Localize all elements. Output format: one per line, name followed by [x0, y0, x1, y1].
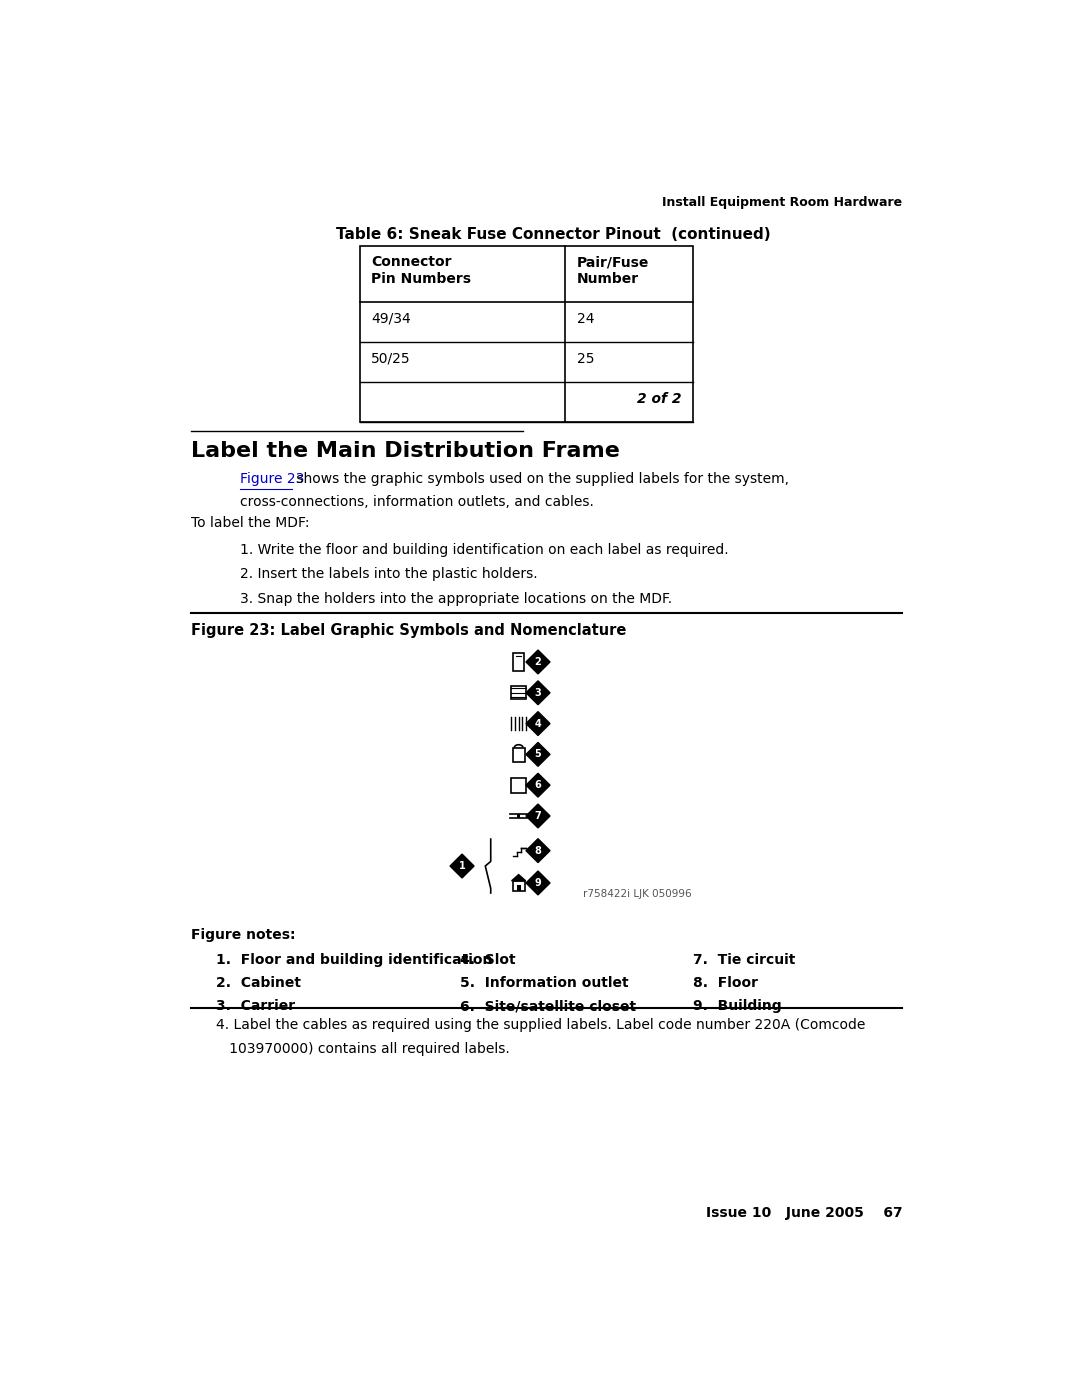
Text: 3: 3 [535, 687, 541, 697]
Polygon shape [526, 838, 550, 862]
Text: 7: 7 [535, 812, 541, 821]
Text: To label the MDF:: To label the MDF: [191, 515, 309, 529]
Text: Issue 10   June 2005    67: Issue 10 June 2005 67 [705, 1206, 902, 1220]
Bar [517, 814, 521, 819]
Polygon shape [526, 711, 550, 735]
Bar [511, 778, 526, 792]
Text: 2. Insert the labels into the plastic holders.: 2. Insert the labels into the plastic ho… [240, 567, 537, 581]
Text: 4.  Slot: 4. Slot [460, 953, 516, 967]
Text: Figure notes:: Figure notes: [191, 928, 295, 942]
Text: 1: 1 [459, 861, 465, 872]
Bar [513, 747, 525, 763]
Polygon shape [526, 680, 550, 704]
Text: Pair/Fuse
Number: Pair/Fuse Number [577, 256, 649, 285]
Text: 5: 5 [535, 749, 541, 760]
Text: Install Equipment Room Hardware: Install Equipment Room Hardware [662, 196, 902, 210]
Text: 7.  Tie circuit: 7. Tie circuit [693, 953, 795, 967]
Text: 9: 9 [535, 877, 541, 888]
Polygon shape [512, 875, 526, 882]
Text: shows the graphic symbols used on the supplied labels for the system,: shows the graphic symbols used on the su… [293, 472, 789, 486]
Text: 5.  Information outlet: 5. Information outlet [460, 977, 630, 990]
Polygon shape [526, 872, 550, 895]
Text: 6: 6 [535, 780, 541, 791]
Text: Table 6: Sneak Fuse Connector Pinout  (continued): Table 6: Sneak Fuse Connector Pinout (co… [336, 226, 771, 242]
Text: 50/25: 50/25 [372, 352, 411, 366]
Text: 9.  Building: 9. Building [693, 999, 782, 1013]
Text: 1. Write the floor and building identification on each label as required.: 1. Write the floor and building identifi… [240, 542, 728, 556]
Bar [511, 686, 526, 700]
Text: 6.  Site/satellite closet: 6. Site/satellite closet [460, 999, 636, 1013]
Text: 49/34: 49/34 [372, 312, 411, 326]
Text: 4. Label the cables as required using the supplied labels. Label code number 220: 4. Label the cables as required using th… [216, 1018, 866, 1032]
Text: 8: 8 [535, 845, 541, 855]
Text: 1.  Floor and building identification: 1. Floor and building identification [216, 953, 492, 967]
Polygon shape [526, 805, 550, 828]
Text: 103970000) contains all required labels.: 103970000) contains all required labels. [216, 1042, 510, 1056]
Text: Label the Main Distribution Frame: Label the Main Distribution Frame [191, 441, 620, 461]
Text: Figure 23: Label Graphic Symbols and Nomenclature: Figure 23: Label Graphic Symbols and Nom… [191, 623, 626, 637]
Bar [516, 886, 521, 890]
Polygon shape [526, 774, 550, 798]
Text: 2 of 2: 2 of 2 [637, 391, 681, 405]
Text: 4: 4 [535, 718, 541, 729]
Bar [513, 652, 524, 671]
Polygon shape [450, 854, 474, 877]
Text: 24: 24 [577, 312, 594, 326]
Bar [360, 246, 693, 422]
Polygon shape [526, 742, 550, 767]
Text: 2: 2 [535, 657, 541, 666]
Polygon shape [526, 650, 550, 673]
Text: 2.  Cabinet: 2. Cabinet [216, 977, 301, 990]
Text: Connector
Pin Numbers: Connector Pin Numbers [372, 256, 471, 285]
Text: Figure 23: Figure 23 [240, 472, 303, 486]
Text: r758422i LJK 050996: r758422i LJK 050996 [583, 888, 691, 900]
Text: 25: 25 [577, 352, 594, 366]
Text: 3. Snap the holders into the appropriate locations on the MDF.: 3. Snap the holders into the appropriate… [240, 592, 672, 606]
Text: 3.  Carrier: 3. Carrier [216, 999, 296, 1013]
Text: 8.  Floor: 8. Floor [693, 977, 758, 990]
Text: cross-connections, information outlets, and cables.: cross-connections, information outlets, … [240, 495, 594, 509]
Bar [513, 882, 525, 890]
